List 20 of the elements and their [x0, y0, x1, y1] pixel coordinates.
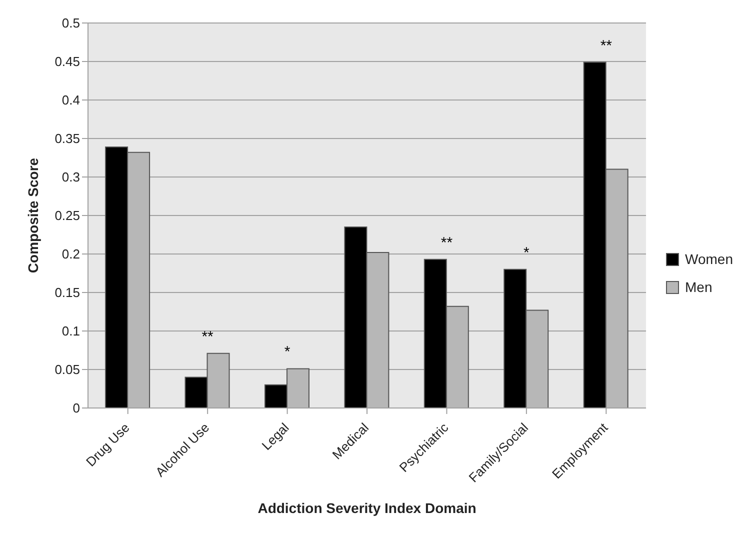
x-axis-title: Addiction Severity Index Domain: [258, 500, 476, 516]
y-tick-label: 0: [72, 400, 80, 416]
annotation: **: [600, 37, 612, 54]
y-tick-label: 0.2: [62, 246, 80, 262]
y-axis-title: Composite Score: [24, 158, 41, 274]
y-tick-label: 0.4: [62, 92, 80, 108]
y-tick-label: 0.25: [54, 208, 80, 224]
legend-label: Men: [685, 279, 712, 295]
annotation: **: [202, 328, 214, 346]
y-tick-label: 0.3: [62, 170, 80, 185]
y-tick-label: 0.35: [54, 131, 80, 146]
y-tick-label: 0.05: [54, 362, 80, 378]
legend-label: Women: [685, 251, 733, 267]
annotation: *: [524, 244, 530, 262]
y-tick-label: 0.15: [54, 285, 80, 300]
annotation: **: [440, 234, 453, 252]
annotation: *: [284, 344, 290, 361]
y-tick-label: 0.5: [62, 16, 80, 31]
y-tick-label: 0.45: [54, 54, 80, 70]
y-tick-label: 0.1: [62, 324, 80, 339]
